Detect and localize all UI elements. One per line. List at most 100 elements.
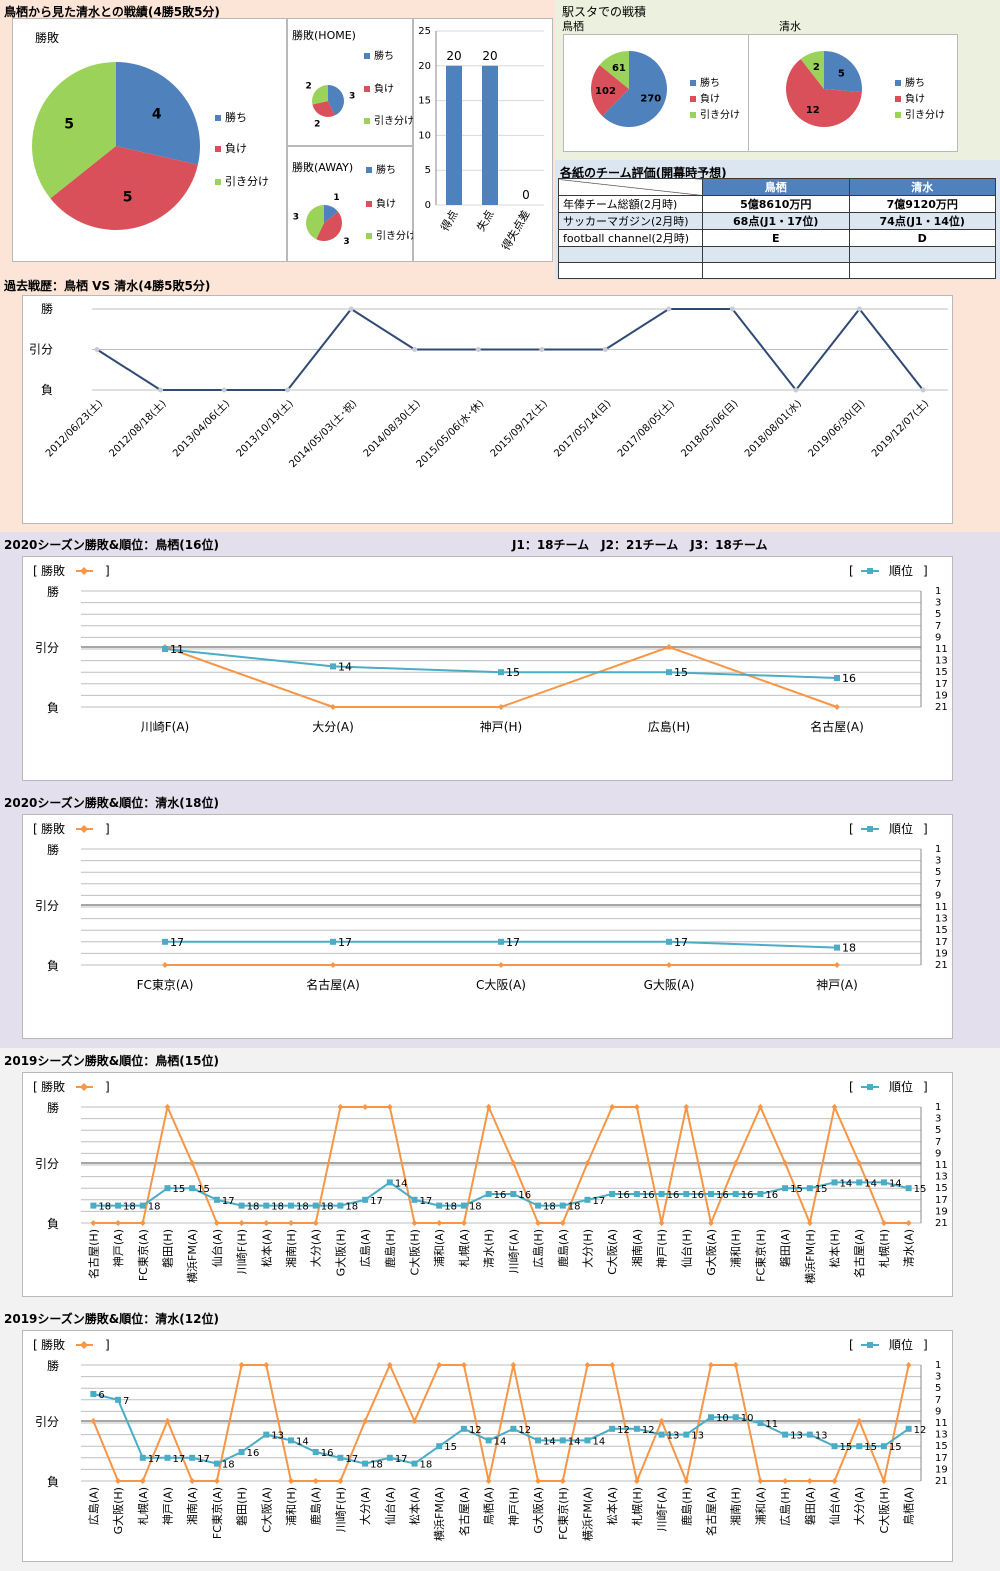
rank-point — [213, 1460, 220, 1467]
rank-tick: 9 — [935, 1406, 941, 1417]
result-y-label: 負 — [47, 1217, 59, 1231]
result-point — [806, 1478, 813, 1484]
rank-tick: 15 — [935, 1183, 948, 1194]
home-pie-panel: 勝敗(HOME) 3 2 2 勝ち 負け 引き分け — [287, 18, 414, 146]
result-point — [362, 1104, 369, 1110]
history-point — [666, 306, 672, 312]
x-category-label: 鹿島(H) — [679, 1487, 693, 1526]
result-point — [732, 1160, 739, 1166]
rank-point — [139, 1202, 146, 1209]
rank-data-label: 13 — [667, 1431, 680, 1442]
rank-point — [510, 1425, 517, 1432]
rank-tick: 1 — [935, 1360, 941, 1371]
pie-main-title: 勝敗 — [35, 31, 60, 45]
x-category-label: 浦和(H) — [285, 1487, 298, 1526]
result-point — [164, 1104, 171, 1110]
rank-data-label: 17 — [420, 1196, 433, 1207]
rank-data-label: 14 — [543, 1436, 556, 1447]
pie-value-label: 2 — [813, 62, 820, 73]
result-point — [683, 1104, 690, 1110]
history-point — [348, 306, 354, 312]
rank-data-label: 16 — [667, 1190, 680, 1201]
eval-header-shimizu: 清水 — [848, 178, 996, 196]
eval-row-label — [558, 246, 703, 263]
rank-data-label: 14 — [494, 1436, 507, 1447]
rank-data-label: 7 — [123, 1396, 129, 1407]
result-point — [609, 1362, 616, 1368]
pie-slice-win — [328, 85, 344, 116]
result-point — [288, 1478, 294, 1484]
result-point — [633, 1104, 640, 1110]
rank-point — [782, 1431, 789, 1438]
x-category-label: 広島(H) — [648, 719, 690, 734]
rank-data-label: 12 — [642, 1425, 655, 1436]
result-point — [708, 1362, 714, 1368]
pie-value-label: 3 — [349, 92, 355, 102]
rank-point — [189, 1185, 196, 1192]
result-line — [93, 1103, 909, 1227]
rank-data-label: 15 — [506, 666, 520, 679]
rank-data-label: 15 — [172, 1184, 185, 1195]
rank-data-label: 18 — [543, 1202, 556, 1213]
result-point — [584, 1160, 591, 1166]
rank-tick: 1 — [935, 844, 941, 855]
x-category-label: 名古屋(A) — [704, 1487, 718, 1536]
rank-data-label: 14 — [568, 1436, 581, 1447]
x-category-label: 札幌(H) — [630, 1487, 644, 1526]
legend-rank-marker — [867, 1342, 873, 1348]
pie-away-legend-win: 勝ち — [366, 161, 396, 176]
result-point — [905, 1220, 912, 1226]
result-point — [757, 1478, 764, 1484]
legend-left-label: 勝敗 — [41, 1337, 65, 1352]
eval-row-tosu: E — [702, 229, 850, 247]
history-x-label: 2013/04/06(土) — [170, 397, 233, 460]
result-point — [189, 1160, 196, 1166]
pie-slice-loss — [312, 101, 335, 117]
rank-data-label: 10 — [716, 1413, 729, 1424]
x-category-label: 川崎F(A) — [506, 1229, 520, 1273]
x-category-label: 大分(A) — [309, 1229, 323, 1267]
result-point — [460, 1362, 467, 1368]
rank-data-label: 18 — [568, 1202, 581, 1213]
rank-data-label: 16 — [642, 1190, 655, 1201]
bar-y-tick: 15 — [418, 96, 431, 107]
result-point — [535, 1220, 542, 1226]
result-point — [510, 1362, 517, 1368]
result-point — [559, 1220, 566, 1226]
rank-data-label: 13 — [691, 1431, 704, 1442]
pie-home-legend-draw: 引き分け — [364, 112, 414, 127]
legend-left-bracket-open: [ — [33, 822, 38, 836]
x-category-label: 松本(A) — [605, 1487, 619, 1525]
result-point — [880, 1478, 887, 1484]
eval-row-label: 年俸チーム総額(2月時) — [558, 195, 703, 213]
pie-main-legend-loss: 負け — [215, 140, 247, 156]
rank-data-label: 16 — [741, 1190, 754, 1201]
x-category-label: 名古屋(A) — [457, 1487, 471, 1536]
rank-tick: 17 — [935, 1195, 948, 1206]
pie-value-label: 5 — [838, 69, 845, 80]
eval-row-shimizu: 74点(J1・14位) — [848, 212, 996, 230]
rank-tick: 21 — [935, 1218, 948, 1229]
rank-data-label: 15 — [864, 1442, 877, 1453]
rank-point — [312, 1202, 319, 1209]
s2020-shimizu-title: 2020シーズン勝敗&順位：清水(18位) — [4, 796, 219, 810]
history-x-label: 2014/05/03(土･祝) — [286, 397, 359, 470]
eval-row-shimizu — [848, 262, 996, 279]
eval-header-row: 鳥栖 清水 — [558, 178, 996, 196]
legend-right-bracket-close: ] — [923, 1080, 928, 1094]
rank-point — [535, 1437, 542, 1444]
history-y-label: 引分 — [29, 343, 53, 357]
result-point — [658, 1418, 665, 1424]
pie-slice-win — [824, 51, 862, 93]
rank-data-label: 16 — [691, 1190, 704, 1201]
history-x-label: 2015/05/06(水･休) — [414, 398, 487, 471]
rank-data-label: 12 — [518, 1425, 531, 1436]
pie-value-label: 3 — [343, 237, 349, 247]
rank-data-label: 17 — [370, 1196, 383, 1207]
history-y-label: 勝 — [41, 301, 53, 316]
rank-point — [164, 1454, 171, 1461]
rank-data-label: 18 — [370, 1460, 383, 1471]
history-x-label: 2018/08/01(水) — [742, 398, 804, 460]
